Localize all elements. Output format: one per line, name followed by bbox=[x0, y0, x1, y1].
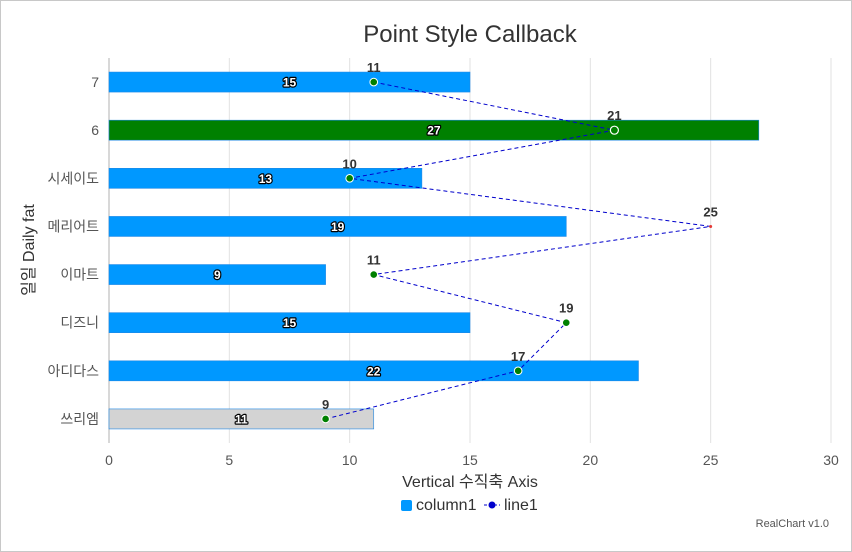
bar-value-label: 22 bbox=[367, 364, 381, 378]
credit: RealChart v1.0 bbox=[756, 518, 829, 530]
bar-value-label: 19 bbox=[331, 220, 345, 234]
point-marker bbox=[369, 77, 379, 87]
y-tick-label: 7 bbox=[91, 74, 99, 90]
point-value-label: 19 bbox=[559, 301, 573, 316]
legend-marker-line1 bbox=[488, 501, 496, 509]
point-value-label: 11 bbox=[367, 253, 381, 268]
y-axis-title: 일일 Daily fat bbox=[20, 204, 38, 296]
bar bbox=[108, 216, 567, 237]
y-tick-label: 메리어트 bbox=[47, 218, 99, 234]
legend-label-line1[interactable]: line1 bbox=[504, 497, 538, 514]
bar bbox=[108, 264, 326, 285]
point-value-label: 25 bbox=[703, 204, 717, 219]
line-series bbox=[321, 77, 713, 424]
point-marker bbox=[345, 174, 354, 183]
x-axis-title: Vertical 수직축 Axis bbox=[402, 473, 538, 491]
x-tick-label: 5 bbox=[225, 452, 233, 468]
point-value-label: 10 bbox=[342, 156, 356, 171]
x-tick-label: 15 bbox=[462, 452, 478, 468]
bar bbox=[108, 119, 760, 141]
legend-marker-column1 bbox=[401, 500, 412, 511]
point-value-label: 21 bbox=[607, 108, 621, 123]
bar-value-label: 15 bbox=[283, 316, 297, 330]
point-marker bbox=[513, 366, 523, 376]
x-tick-label: 10 bbox=[342, 452, 358, 468]
bar-value-label: 11 bbox=[235, 412, 248, 426]
bar-value-label: 15 bbox=[283, 76, 297, 90]
y-axis-ticks: 쓰리엠 아디다스 디즈니 이마트 메리어트 시세이도 6 7 bbox=[47, 74, 99, 427]
bar bbox=[108, 312, 471, 333]
point-marker bbox=[709, 224, 713, 228]
point-value-label: 9 bbox=[322, 397, 329, 412]
y-tick-label: 아디다스 bbox=[47, 363, 99, 379]
legend-label-column1[interactable]: column1 bbox=[416, 497, 477, 514]
data-labels: 11 22 15 9 19 13 27 15 9 17 19 11 25 10 21 11 bbox=[213, 60, 718, 428]
point-marker bbox=[561, 318, 571, 327]
x-tick-label: 20 bbox=[583, 452, 599, 468]
x-tick-label: 0 bbox=[105, 452, 113, 468]
y-tick-label: 시세이도 bbox=[47, 170, 99, 186]
y-tick-label: 이마트 bbox=[60, 267, 99, 283]
series-line bbox=[325, 81, 711, 420]
y-tick-label: 쓰리엠 bbox=[60, 411, 99, 427]
point-value-label: 11 bbox=[367, 60, 381, 75]
bar bbox=[108, 408, 375, 430]
x-tick-label: 30 bbox=[823, 452, 839, 468]
bar-value-label: 13 bbox=[259, 172, 273, 186]
bars bbox=[108, 71, 760, 430]
y-tick-label: 디즈니 bbox=[60, 315, 99, 331]
x-tick-label: 25 bbox=[703, 452, 719, 468]
point-marker bbox=[609, 125, 620, 135]
bar-value-label: 9 bbox=[214, 268, 221, 282]
bar bbox=[108, 71, 471, 93]
y-tick-label: 6 bbox=[91, 122, 99, 138]
bar bbox=[108, 360, 639, 382]
point-value-label: 17 bbox=[511, 349, 525, 364]
x-axis-ticks: 0 5 10 15 20 25 30 bbox=[105, 452, 839, 468]
bar-value-label: 27 bbox=[427, 124, 441, 138]
point-marker bbox=[321, 414, 330, 424]
legend[interactable]: column1 line1 bbox=[401, 497, 538, 514]
point-marker bbox=[369, 270, 379, 279]
chart-title: Point Style Callback bbox=[363, 21, 577, 48]
bar bbox=[108, 168, 423, 189]
grid bbox=[108, 58, 832, 443]
